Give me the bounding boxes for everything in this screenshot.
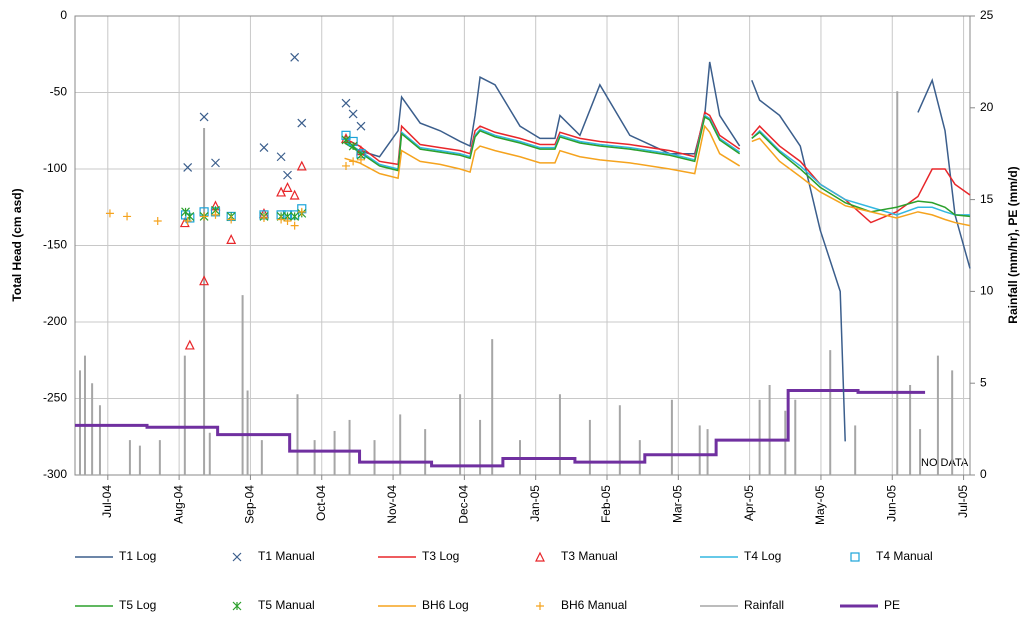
legend-label: T3 Manual bbox=[561, 549, 618, 563]
x-tick-label: Jul-05 bbox=[956, 485, 970, 518]
x-tick-label: Mar-05 bbox=[670, 485, 684, 523]
marker bbox=[348, 141, 358, 151]
marker bbox=[226, 234, 237, 244]
marker bbox=[184, 339, 195, 350]
x-tick-label: Oct-04 bbox=[314, 485, 328, 521]
x-tick-label: Aug-04 bbox=[171, 485, 185, 524]
legend-label: T4 Log bbox=[744, 549, 781, 563]
marker bbox=[296, 160, 307, 171]
y-tick-label: -50 bbox=[50, 85, 68, 99]
marker bbox=[349, 157, 358, 166]
marker bbox=[290, 221, 299, 230]
marker bbox=[356, 121, 366, 131]
x-tick-label: Jan-05 bbox=[528, 485, 542, 522]
y-tick-label: -300 bbox=[43, 467, 67, 481]
marker bbox=[259, 143, 269, 153]
x-tick-label: Jun-05 bbox=[884, 485, 898, 522]
legend-label: BH6 Manual bbox=[561, 598, 627, 612]
plot-frame bbox=[74, 15, 971, 476]
y-tick-label: -200 bbox=[43, 314, 67, 328]
legend-marker bbox=[536, 602, 544, 610]
y2-tick-label: 20 bbox=[980, 100, 994, 114]
x-tick-label: May-05 bbox=[813, 485, 827, 525]
legend-marker bbox=[535, 551, 545, 562]
legend-marker bbox=[232, 601, 242, 611]
marker bbox=[276, 152, 286, 162]
marker bbox=[341, 98, 351, 108]
legend-label: T5 Log bbox=[119, 598, 156, 612]
marker bbox=[153, 217, 162, 226]
x-tick-label: Jul-04 bbox=[100, 485, 114, 518]
legend-label: T1 Log bbox=[119, 549, 156, 563]
series-line bbox=[344, 115, 971, 218]
marker bbox=[283, 170, 292, 180]
x-tick-label: Sep-04 bbox=[243, 485, 257, 524]
marker bbox=[185, 212, 195, 221]
pe-step bbox=[75, 389, 926, 468]
marker bbox=[290, 212, 300, 221]
marker bbox=[211, 158, 220, 168]
marker bbox=[199, 275, 210, 286]
y-axis-title: Total Head (cm asd) bbox=[10, 188, 24, 301]
marker bbox=[105, 209, 114, 218]
y-tick-label: -150 bbox=[43, 238, 67, 252]
legend-label: BH6 Log bbox=[422, 598, 469, 612]
marker bbox=[348, 109, 358, 119]
marker bbox=[289, 189, 300, 200]
marker bbox=[290, 52, 300, 62]
annotation: NO DATA bbox=[921, 457, 969, 469]
marker bbox=[297, 207, 306, 216]
marker bbox=[283, 217, 292, 226]
series-line bbox=[344, 61, 971, 442]
marker bbox=[183, 217, 192, 226]
series-line bbox=[344, 124, 971, 227]
marker bbox=[277, 215, 286, 224]
x-tick-label: Feb-05 bbox=[599, 485, 613, 523]
marker bbox=[341, 161, 350, 170]
marker bbox=[297, 118, 307, 128]
y-tick-label: 0 bbox=[60, 8, 67, 22]
legend-label: T4 Manual bbox=[876, 549, 933, 563]
x-tick-label: Apr-05 bbox=[742, 485, 756, 521]
legend-marker bbox=[850, 552, 860, 562]
marker bbox=[183, 163, 193, 172]
marker bbox=[356, 155, 365, 164]
y-tick-label: -100 bbox=[43, 161, 67, 175]
x-tick-label: Dec-04 bbox=[457, 485, 471, 524]
y2-axis-title: Rainfall (mm/hr), PE (mm/d) bbox=[1006, 166, 1020, 323]
y-tick-label: -250 bbox=[43, 391, 67, 405]
y2-tick-label: 25 bbox=[980, 8, 994, 22]
legend-label: Rainfall bbox=[744, 598, 784, 612]
legend-label: T3 Log bbox=[422, 549, 459, 563]
marker bbox=[227, 215, 236, 224]
x-tick-label: Nov-04 bbox=[385, 485, 399, 524]
legend-marker bbox=[232, 552, 242, 562]
marker bbox=[282, 182, 293, 192]
marker bbox=[123, 212, 132, 221]
marker bbox=[259, 213, 268, 222]
y2-tick-label: 0 bbox=[980, 467, 987, 481]
marker bbox=[200, 212, 209, 221]
legend-label: T1 Manual bbox=[258, 549, 315, 563]
legend-label: T5 Manual bbox=[258, 598, 315, 612]
marker bbox=[199, 112, 209, 122]
marker bbox=[341, 135, 351, 145]
y2-tick-label: 5 bbox=[980, 375, 987, 389]
y2-tick-label: 15 bbox=[980, 192, 994, 206]
marker bbox=[211, 210, 220, 219]
legend-label: PE bbox=[884, 598, 900, 612]
y2-tick-label: 10 bbox=[980, 284, 994, 298]
